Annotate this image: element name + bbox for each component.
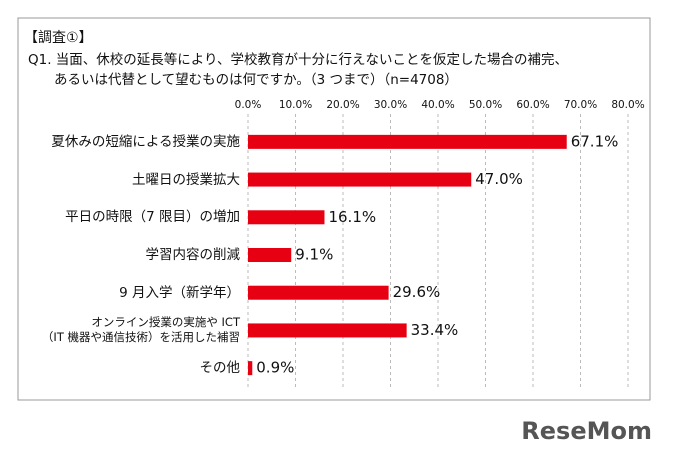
category-label: 土曜日の授業拡大 [132,171,240,188]
x-tick-label: 0.0% [235,99,262,111]
value-label: 16.1% [328,208,376,226]
subtitle: あるいは代替として望むものは何ですか。（3 つまで）（n=4708） [54,72,458,88]
x-tick-label: 20.0% [326,99,359,111]
value-label: 9.1% [295,246,333,264]
category-label: 学習内容の削減 [145,247,241,263]
logo: ReseMom [521,417,652,445]
value-label: 0.9% [256,359,294,377]
subtitle: Q1. 当面、休校の延長等により、学校教育が十分に行えないことを仮定した場合の補… [28,51,568,68]
x-tick-label: 10.0% [279,99,312,111]
bar [248,210,325,225]
bar [248,248,292,262]
x-tick-label: 80.0% [611,99,644,111]
bar [248,172,472,187]
chart-title: 【調査①】 [24,30,93,46]
bar [248,285,389,300]
x-tick-label: 40.0% [421,99,454,111]
x-tick-label: 60.0% [516,99,549,111]
category-label: 平日の時限（7 限目）の増加 [65,209,240,226]
value-label: 47.0% [475,170,523,188]
bar [248,361,253,376]
category-label: オンライン授業の実施や ICT （IT 機器や通信技術）を活用した補習 [41,315,240,345]
value-label: 29.6% [393,283,441,301]
x-tick-label: 50.0% [469,99,502,111]
category-label: その他 [199,360,241,377]
category-label: 夏休みの短縮による授業の実施 [51,133,240,150]
bar [248,134,567,149]
frame [17,17,651,401]
category-label: 9 月入学（新学年） [119,284,240,301]
bar [248,323,407,338]
x-tick-label: 30.0% [374,99,407,111]
value-label: 67.1% [571,132,619,150]
x-tick-label: 70.0% [564,99,597,111]
value-label: 33.4% [411,321,459,339]
